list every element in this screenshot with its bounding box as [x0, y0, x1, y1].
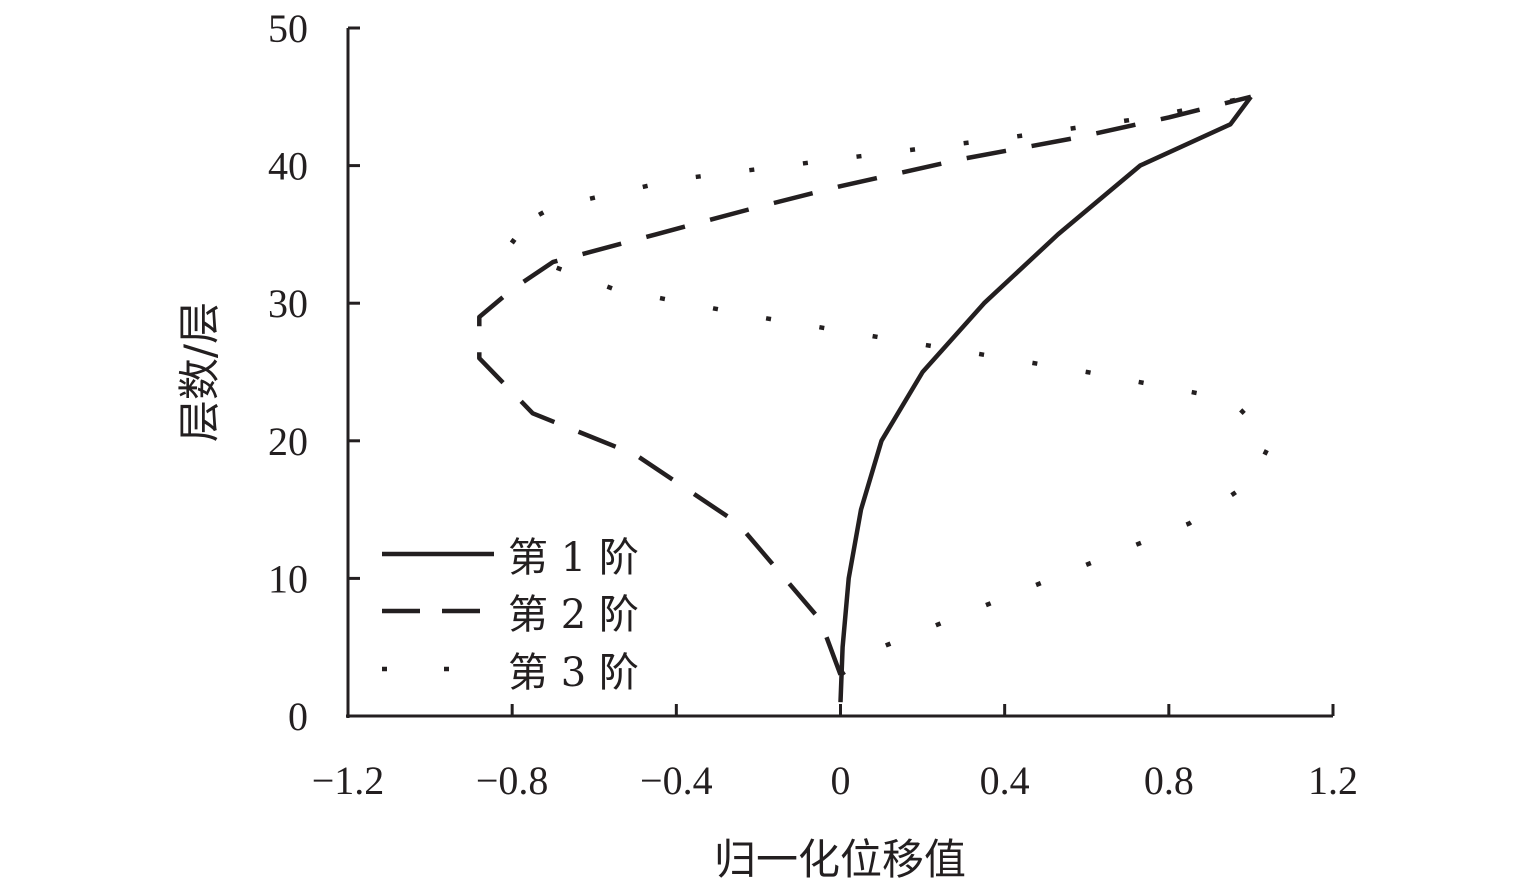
y-tick-label: 10 [268, 556, 308, 601]
series-group [477, 94, 1274, 703]
series-line-1 [838, 95, 1253, 703]
y-axis-title: 层数/层 [175, 302, 224, 442]
x-tick-label: −0.8 [476, 758, 549, 803]
y-tick-label: 50 [268, 6, 308, 51]
x-tick-label: 0.4 [980, 758, 1030, 803]
x-tick-label: 0 [831, 758, 851, 803]
x-axis-title: 归一化位移值 [714, 835, 966, 884]
x-ticks: −1.2 −0.8 −0.4 0 0.4 0.8 1.2 [312, 704, 1358, 803]
y-tick-label: 30 [268, 281, 308, 326]
x-tick-label: −0.4 [640, 758, 713, 803]
y-tick-label: 0 [288, 694, 308, 739]
x-tick-label: −1.2 [312, 758, 385, 803]
y-tick-label: 40 [268, 144, 308, 189]
series-line-3 [501, 94, 1274, 677]
y-ticks: 0 10 20 30 40 50 [268, 6, 360, 739]
x-tick-label: 0.8 [1144, 758, 1194, 803]
y-tick-label: 20 [268, 419, 308, 464]
legend: 第 1 阶第 2 阶第 3 阶 [382, 535, 639, 696]
series-line-2 [477, 94, 1252, 676]
legend-label-2: 第 2 阶 [508, 592, 639, 638]
legend-label-3: 第 3 阶 [508, 650, 639, 696]
x-tick-label: 1.2 [1308, 758, 1358, 803]
legend-label-1: 第 1 阶 [508, 535, 639, 581]
